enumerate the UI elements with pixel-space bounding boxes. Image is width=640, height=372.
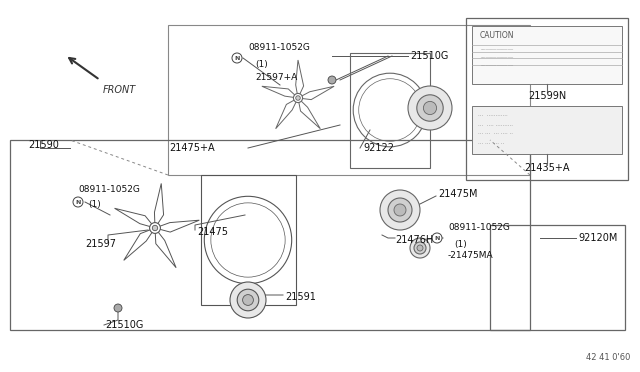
Text: N: N (234, 55, 240, 61)
Bar (472, 106, 622, 154)
Text: ...  .... ..........: ... .... .......... (478, 122, 513, 126)
Text: 21597+A: 21597+A (255, 74, 297, 83)
Circle shape (432, 233, 442, 243)
Text: N: N (435, 235, 440, 241)
Bar (472, 26, 622, 84)
Circle shape (424, 102, 436, 115)
Text: 08911-1052G: 08911-1052G (248, 44, 310, 52)
Text: ... ...  ... ..: ... ... ... .. (478, 140, 504, 144)
Text: (1): (1) (255, 61, 268, 70)
Circle shape (230, 282, 266, 318)
Bar (466, 18, 628, 180)
Circle shape (328, 76, 336, 84)
Text: FRONT: FRONT (103, 85, 136, 95)
Text: (1): (1) (454, 240, 467, 248)
Text: 92120M: 92120M (578, 233, 618, 243)
Text: 21475+A: 21475+A (170, 143, 215, 153)
Circle shape (408, 86, 452, 130)
Text: 21510G: 21510G (105, 320, 143, 330)
Text: 21510G: 21510G (410, 51, 449, 61)
Text: 42 41 0'60: 42 41 0'60 (586, 353, 630, 362)
Text: 21591: 21591 (285, 292, 316, 302)
Circle shape (232, 53, 242, 63)
Circle shape (73, 197, 83, 207)
Circle shape (410, 238, 430, 258)
Text: 08911-1052G: 08911-1052G (78, 186, 140, 195)
Text: 21476H: 21476H (395, 235, 433, 245)
Text: 21475M: 21475M (438, 189, 477, 199)
Text: 08911-1052G: 08911-1052G (448, 224, 510, 232)
Bar (168, 25, 530, 175)
Text: CAUTION: CAUTION (480, 31, 515, 39)
Text: ____________: ____________ (480, 45, 513, 51)
Circle shape (150, 222, 161, 233)
Circle shape (296, 96, 300, 100)
Circle shape (417, 95, 444, 121)
Text: 21435+A: 21435+A (524, 163, 570, 173)
Text: ... ...  ... .... ..: ... ... ... .... .. (478, 131, 513, 135)
Text: ...  ............: ... ............ (478, 112, 508, 118)
Circle shape (417, 245, 423, 251)
Bar (350, 52, 430, 167)
Text: ____________: ____________ (480, 54, 513, 58)
Circle shape (414, 242, 426, 254)
Circle shape (237, 289, 259, 311)
Circle shape (243, 295, 253, 305)
Text: 21597: 21597 (85, 239, 116, 249)
Circle shape (293, 93, 303, 103)
Circle shape (388, 198, 412, 222)
Text: 21599N: 21599N (528, 91, 566, 101)
Circle shape (394, 204, 406, 216)
Bar (200, 175, 296, 305)
Bar (10, 140, 530, 330)
Circle shape (152, 225, 157, 231)
Text: ____________: ____________ (480, 61, 513, 67)
Circle shape (114, 304, 122, 312)
Text: (1): (1) (88, 201, 100, 209)
Circle shape (380, 190, 420, 230)
Text: 21475: 21475 (197, 227, 228, 237)
Text: 92122: 92122 (363, 143, 394, 153)
Text: 21590: 21590 (28, 140, 59, 150)
Text: N: N (76, 199, 81, 205)
Bar (490, 225, 625, 330)
Text: -21475MA: -21475MA (448, 250, 493, 260)
